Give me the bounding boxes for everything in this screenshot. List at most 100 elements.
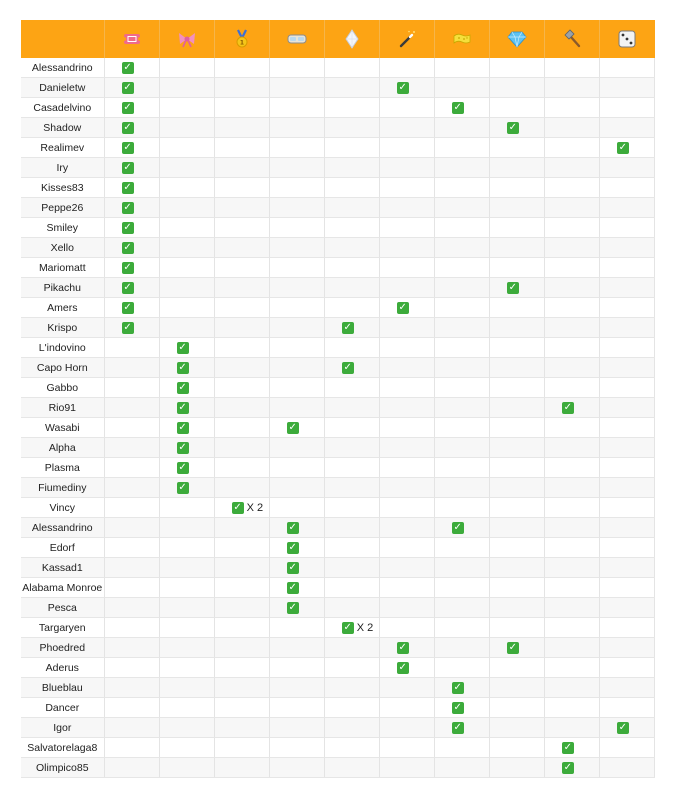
achievement-cell: [434, 657, 490, 678]
table-row: Wasabi ✓ ✓: [21, 417, 656, 438]
achievement-cell: ✓: [269, 577, 325, 598]
table-row: Pikachu ✓ ✓: [21, 277, 656, 298]
achievement-cell: [269, 737, 325, 758]
achievement-cell: [434, 77, 490, 98]
goggles-icon: [287, 34, 307, 44]
achievement-cell: ✓: [104, 277, 160, 298]
achievement-cell: ✓: [159, 417, 215, 438]
achievement-cell: [434, 597, 490, 618]
achievement-cell: [599, 637, 656, 658]
player-name: Realimev: [21, 137, 105, 158]
achievement-cell: [159, 517, 215, 538]
achievement-cell: [544, 157, 600, 178]
achievement-cell: [269, 637, 325, 658]
player-name: Smiley: [21, 217, 105, 238]
table-row: Alessandrino ✓ ✓: [21, 517, 656, 538]
achievement-cell: [599, 497, 656, 518]
achievement-cell: [489, 157, 545, 178]
achievement-cell: [434, 437, 490, 458]
achievement-cell: [324, 337, 380, 358]
achievement-cell: [544, 597, 600, 618]
achievement-cell: ✓: [104, 217, 160, 238]
achievement-cell: [324, 757, 380, 778]
achievement-cell: [379, 457, 435, 478]
checkmark-icon: ✓: [451, 701, 464, 714]
achievement-cell: ✓: [489, 117, 545, 138]
checkmark-icon: ✓: [121, 201, 134, 214]
achievement-cell: [379, 97, 435, 118]
ticket-icon: [121, 34, 142, 44]
player-name: Dancer: [21, 697, 105, 718]
checkmark-icon: ✓: [561, 741, 574, 754]
achievement-cell: ✓: [379, 77, 435, 98]
achievement-cell: [434, 317, 490, 338]
achievement-cell: [434, 197, 490, 218]
achievement-cell: [489, 177, 545, 198]
achievement-cell: ✓: [544, 757, 600, 778]
achievement-cell: [324, 557, 380, 578]
player-name: Kassad1: [21, 557, 105, 578]
achievement-cell: [214, 317, 270, 338]
achievement-cell: [599, 657, 656, 678]
table-row: Rio91 ✓ ✓: [21, 397, 656, 418]
achievement-cell: [269, 477, 325, 498]
checkmark-icon: ✓: [176, 341, 189, 354]
achievement-cell: [104, 377, 160, 398]
player-name: Fiumediny: [21, 477, 105, 498]
achievement-cell: [214, 357, 270, 378]
achievement-cell: [434, 417, 490, 438]
achievement-cell: [269, 217, 325, 238]
achievement-cell: ✓: [379, 657, 435, 678]
achievement-cell: [269, 257, 325, 278]
svg-text:1: 1: [240, 40, 244, 47]
achievement-cell: [324, 58, 380, 78]
achievement-cell: [214, 217, 270, 238]
checkmark-icon: ✓: [176, 441, 189, 454]
achievement-cell: [324, 297, 380, 318]
achievement-cell: [544, 537, 600, 558]
achievement-cell: [269, 77, 325, 98]
achievement-cell: [599, 517, 656, 538]
achievement-cell: [214, 717, 270, 738]
checkmark-icon: ✓: [451, 681, 464, 694]
player-name: Casadelvino: [21, 97, 105, 118]
achievement-cell: [599, 357, 656, 378]
achievement-cell: [324, 597, 380, 618]
achievement-cell: [544, 677, 600, 698]
achievement-cell: ✓: [104, 257, 160, 278]
achievement-cell: ✓: [104, 97, 160, 118]
achievement-cell: [214, 537, 270, 558]
checkmark-icon: ✓: [451, 721, 464, 734]
header-cell: [159, 20, 215, 58]
achievement-cell: [324, 377, 380, 398]
achievement-cell: [599, 557, 656, 578]
achievement-cell: [104, 637, 160, 658]
achievement-cell: [599, 317, 656, 338]
achievement-cell: [434, 477, 490, 498]
achievement-cell: [379, 58, 435, 78]
achievement-cell: ✓: [269, 537, 325, 558]
achievement-cell: ✓: [379, 637, 435, 658]
achievement-cell: [379, 437, 435, 458]
achievement-cell: [379, 557, 435, 578]
achievement-cell: [379, 257, 435, 278]
achievement-cell: ✓: [104, 177, 160, 198]
achievement-cell: [544, 257, 600, 278]
achievement-cell: [489, 317, 545, 338]
player-name: Alessandrino: [21, 58, 105, 78]
achievement-cell: [269, 197, 325, 218]
achievement-cell: [599, 677, 656, 698]
achievement-cell: [269, 617, 325, 638]
achievement-cell: [214, 697, 270, 718]
achievement-cell: [214, 517, 270, 538]
table-row: Capo Horn ✓ ✓: [21, 357, 656, 378]
table-row: Smiley ✓: [21, 217, 656, 238]
achievement-cell: [104, 517, 160, 538]
checkmark-icon: ✓: [176, 421, 189, 434]
achievement-cell: [269, 337, 325, 358]
table-row: Pesca ✓: [21, 597, 656, 618]
player-name: L'indovino: [21, 337, 105, 358]
table-row: Igor ✓ ✓: [21, 717, 656, 738]
achievement-cell: [159, 637, 215, 658]
achievement-cell: ✓: [434, 517, 490, 538]
